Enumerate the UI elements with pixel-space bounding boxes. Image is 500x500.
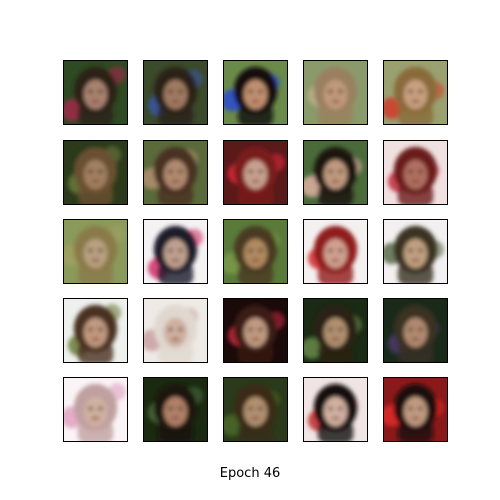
sample-tile [143, 219, 208, 284]
sample-tile [63, 219, 128, 284]
sample-tile [143, 140, 208, 205]
generated-face-image [304, 378, 367, 441]
sample-tile [303, 140, 368, 205]
generated-face-image [304, 141, 367, 204]
sample-tile [223, 298, 288, 363]
sample-tile [143, 60, 208, 125]
generated-face-image [384, 141, 447, 204]
sample-tile [143, 377, 208, 442]
generated-face-image [64, 220, 127, 283]
generated-face-image [64, 378, 127, 441]
sample-tile [383, 60, 448, 125]
sample-tile [223, 60, 288, 125]
generated-face-image [384, 61, 447, 124]
sample-tile [383, 377, 448, 442]
generated-face-image [224, 378, 287, 441]
sample-tile [223, 219, 288, 284]
sample-tile [223, 140, 288, 205]
sample-tile [63, 377, 128, 442]
sample-image-grid [63, 60, 448, 442]
sample-tile [303, 60, 368, 125]
generated-face-image [144, 141, 207, 204]
generated-face-image [144, 61, 207, 124]
generated-face-image [304, 220, 367, 283]
generated-face-image [304, 299, 367, 362]
sample-tile [383, 298, 448, 363]
sample-tile [383, 140, 448, 205]
sample-tile [63, 298, 128, 363]
sample-tile [63, 60, 128, 125]
generated-face-image [144, 220, 207, 283]
sample-tile [143, 298, 208, 363]
sample-tile [383, 219, 448, 284]
generated-face-image [384, 299, 447, 362]
generated-face-image [224, 61, 287, 124]
generated-face-image [64, 141, 127, 204]
generated-face-image [304, 61, 367, 124]
sample-tile [223, 377, 288, 442]
sample-tile [63, 140, 128, 205]
generated-face-image [384, 220, 447, 283]
epoch-caption: Epoch 46 [219, 466, 281, 481]
sample-tile [303, 377, 368, 442]
sample-tile [303, 298, 368, 363]
generated-face-image [224, 220, 287, 283]
generated-face-image [224, 141, 287, 204]
generated-face-image [384, 378, 447, 441]
generated-face-image [64, 61, 127, 124]
generated-face-image [224, 299, 287, 362]
sample-tile [303, 219, 368, 284]
generated-face-image [144, 299, 207, 362]
generated-face-image [64, 299, 127, 362]
generated-face-image [144, 378, 207, 441]
